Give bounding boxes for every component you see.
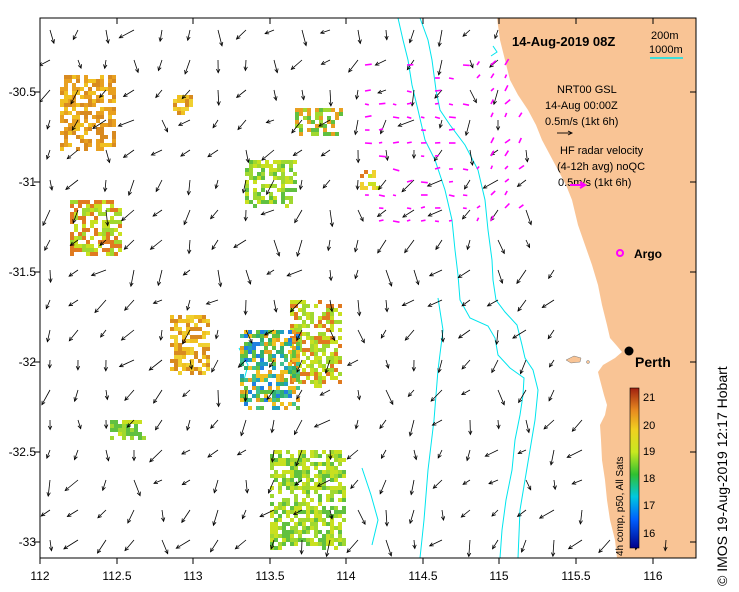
city-label: Perth (635, 354, 671, 370)
sst-patches (60, 75, 380, 550)
lon-tick: 114.5 (408, 569, 437, 583)
sst-tick: 21 (643, 392, 655, 404)
depth-legend-200m: 200m (651, 30, 679, 42)
map-title: 14-Aug-2019 08Z (512, 34, 615, 49)
argo-label: Argo (634, 247, 662, 261)
nrt-legend-line: 0.5m/s (1kt 6h) (545, 116, 618, 128)
sst-tick: 18 (643, 473, 655, 485)
sst-tick: 16 (643, 528, 655, 540)
credit-text: © IMOS 19-Aug-2019 12:17 Hobart (714, 366, 730, 586)
island (565, 355, 582, 364)
lat-tick: -33 (19, 535, 37, 549)
perth-marker (624, 346, 634, 356)
isobath-1000m (419, 18, 539, 558)
nrt-legend-line: 14-Aug 00:00Z (545, 100, 618, 112)
lon-tick: 115.5 (561, 569, 590, 583)
hf-radar-arrows (364, 58, 525, 223)
sst-colorbar-label: 4h comp, p50, All Sats (615, 456, 626, 556)
lon-tick: 115 (489, 569, 508, 583)
land-mass (497, 18, 696, 558)
plot-frame (39, 17, 697, 559)
sst-colorbar-ticks: 21 20 19 18 17 16 (643, 392, 655, 540)
sst-tick: 17 (643, 500, 655, 512)
latitude-axis: -30.5 -31 -31.5 -32 -32.5 -33 (9, 85, 37, 549)
hf-legend-line: 0.5m/s (1kt 6h) (558, 177, 631, 189)
lon-tick: 116 (643, 569, 662, 583)
lat-tick: -30.5 (9, 85, 37, 99)
lon-tick: 113.5 (255, 569, 284, 583)
lat-tick: -31.5 (9, 265, 37, 279)
isobath-200m (397, 18, 525, 558)
current-arrows (40, 29, 668, 558)
lon-tick: 112 (30, 569, 49, 583)
depth-legend-1000m: 1000m (649, 44, 683, 56)
nrt-legend-line: NRT00 GSL (557, 84, 617, 96)
hf-legend-line: HF radar velocity (560, 145, 644, 157)
sst-colorbar (629, 387, 640, 549)
sst-tick: 20 (643, 420, 655, 432)
lat-tick: -32 (19, 355, 37, 369)
hf-legend-line: (4-12h avg) noQC (557, 161, 645, 173)
lon-tick: 113 (183, 569, 202, 583)
lon-tick: 112.5 (102, 569, 131, 583)
longitude-axis: 112 112.5 113 113.5 114 114.5 115 115.5 … (30, 569, 662, 583)
lat-tick: -32.5 (9, 445, 37, 459)
lat-tick: -31 (19, 175, 37, 189)
nrt-legend: NRT00 GSL 14-Aug 00:00Z 0.5m/s (1kt 6h) (545, 84, 618, 128)
sst-tick: 19 (643, 446, 655, 458)
argo-float-marker (616, 249, 624, 257)
lon-tick: 114 (336, 569, 355, 583)
